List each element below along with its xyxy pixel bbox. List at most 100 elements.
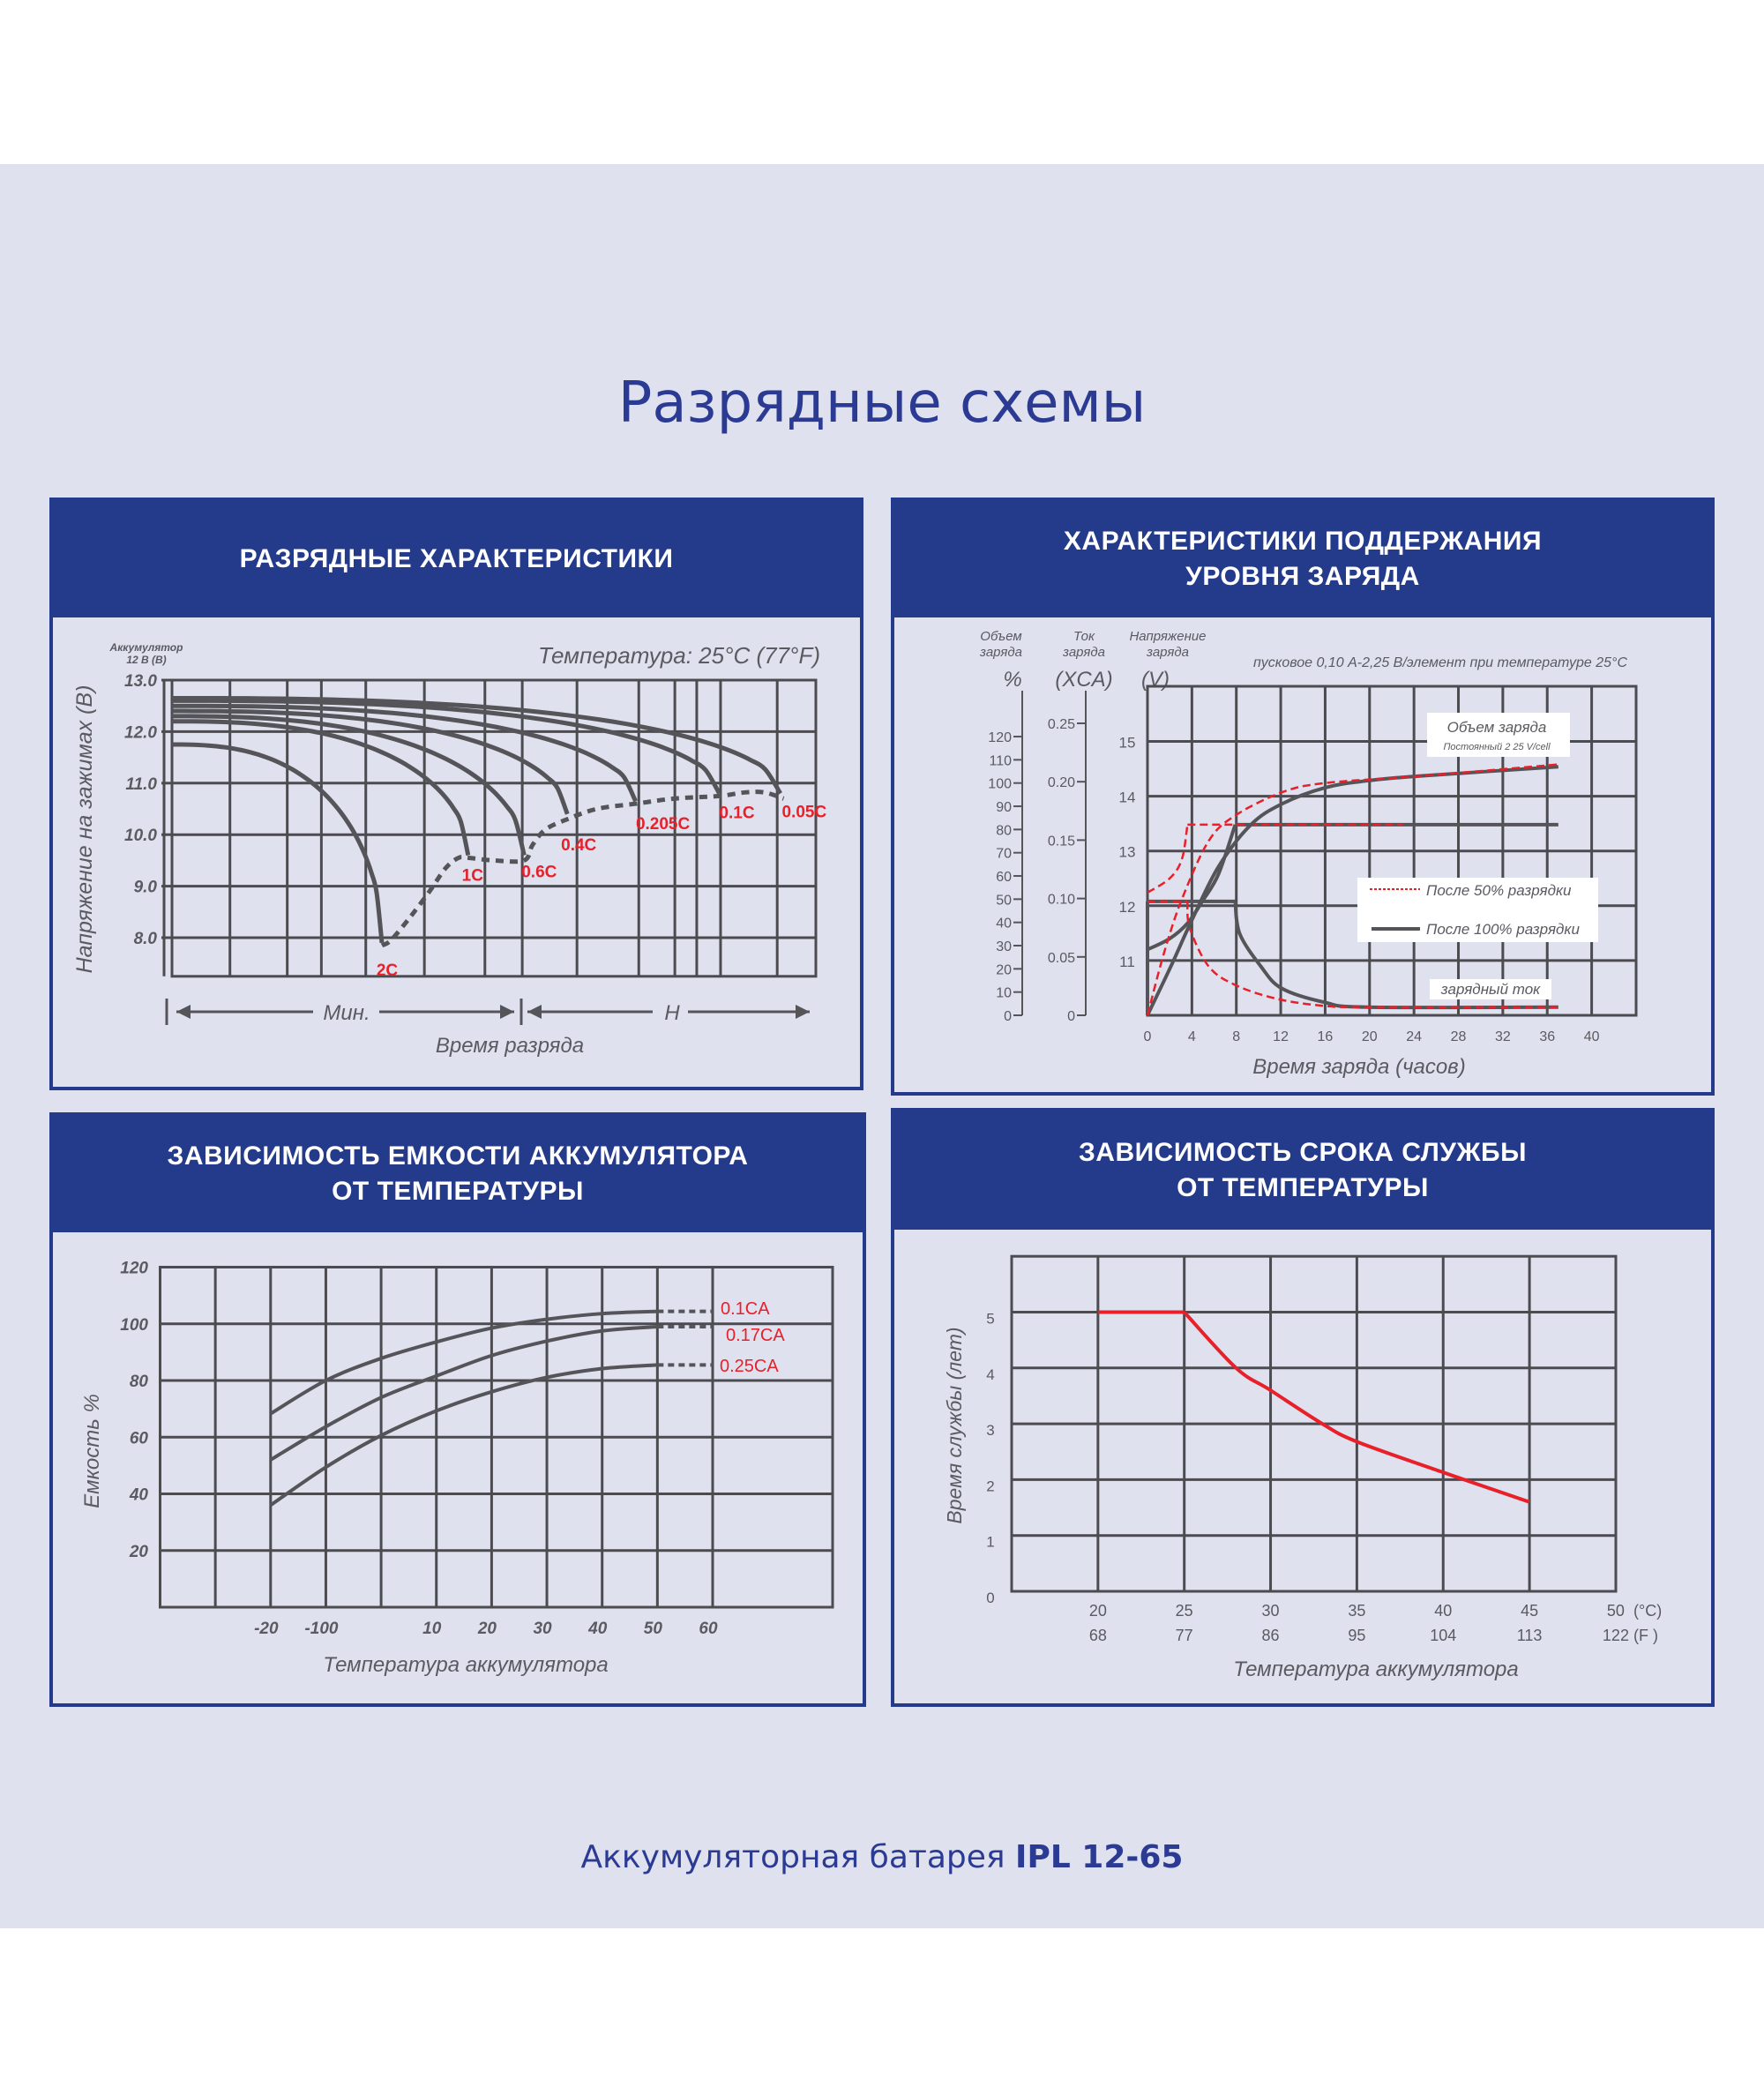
voltage-axis-title-2: заряда — [1146, 645, 1189, 660]
legend-volume-title: Объем заряда — [1447, 719, 1547, 736]
discharge-curve-1C — [171, 719, 471, 857]
y-axis-label: Емкость % — [80, 1394, 104, 1508]
percent-tick-label: 70 — [996, 847, 1012, 862]
x-range-minutes: Мин. — [323, 1001, 370, 1025]
discharge-curve-0.205C — [171, 703, 638, 803]
voltage-tick-label: 15 — [1119, 735, 1136, 752]
legend-after-100: После 100% разрядки — [1426, 921, 1580, 938]
x-tick-label-celsius: 30 — [1262, 1602, 1280, 1620]
discharge-curve-0.1C — [171, 698, 721, 795]
x-tick-label: -100 — [304, 1620, 338, 1638]
y-tick-label: 11.0 — [125, 775, 157, 794]
x-axis-label: Температура аккумулятора — [1233, 1657, 1519, 1681]
y-axis-label: Напряжение на зажимах (В) — [72, 685, 97, 974]
x-tick-label-celsius: 45 — [1521, 1602, 1538, 1620]
percent-tick-label: 120 — [988, 730, 1012, 745]
series-current_after_100 — [1233, 901, 1558, 1010]
x-axis-label: Время разряда — [436, 1034, 584, 1058]
y-tick-label: 8.0 — [134, 930, 158, 948]
x-tick-label: 24 — [1406, 1029, 1422, 1044]
percent-tick-label: 30 — [996, 939, 1012, 954]
y-tick-label: 10.0 — [124, 827, 157, 845]
footer-model: IPL 12-65 — [1015, 1839, 1184, 1875]
curve-label-0.17CA: 0.17CA — [726, 1326, 785, 1345]
panel-title-line-1: ЗАВИСИМОСТЬ СРОКА СЛУЖБЫ — [1079, 1138, 1527, 1167]
percent-axis-title-2: заряда — [979, 645, 1022, 660]
panel-title-line-2: ОТ ТЕМПЕРАТУРЫ — [332, 1177, 584, 1206]
percent-tick-label: 80 — [996, 823, 1012, 838]
percent-tick-label: 100 — [988, 777, 1012, 792]
x-range-hours: Н — [664, 1001, 680, 1025]
arrowhead-icon — [176, 1005, 191, 1019]
y-tick-label: 2 — [986, 1478, 994, 1494]
curve-label-0.05C: 0.05C — [781, 803, 826, 821]
chart-service-life: Время службы (лет) Температура аккумулят… — [943, 1254, 1662, 1681]
legend-volume-subtitle: Постоянный 2 25 V/cell — [1443, 742, 1551, 752]
y-tick-label: 5 — [986, 1311, 994, 1328]
y-tick-label: 12.0 — [124, 723, 157, 742]
footer-prefix: Аккумуляторная батарея — [580, 1839, 1016, 1875]
x-tick-label: 0 — [1144, 1029, 1152, 1044]
panel-header: ХАРАКТЕРИСТИКИ ПОДДЕРЖАНИЯ УРОВНЯ ЗАРЯДА — [894, 501, 1711, 617]
x-tick-label-celsius: 35 — [1348, 1602, 1365, 1620]
current-tick-label: 0.20 — [1048, 775, 1075, 790]
arrowhead-icon — [796, 1005, 810, 1019]
current-tick-label: 0.10 — [1048, 893, 1075, 908]
x-tick-label-fahrenheit: 95 — [1348, 1627, 1365, 1644]
series-charge_after_50 — [1146, 763, 1558, 1016]
panel-title: РАЗРЯДНЫЕ ХАРАКТЕРИСТИКИ — [239, 544, 674, 573]
percent-tick-label: 10 — [996, 986, 1012, 1001]
x-tick-label: 8 — [1232, 1029, 1240, 1044]
voltage-axis-unit: (V) — [1141, 668, 1170, 692]
x-tick-label: 4 — [1188, 1029, 1196, 1044]
x-tick-label: -20 — [254, 1620, 279, 1638]
x-tick-label-fahrenheit: 68 — [1089, 1627, 1107, 1644]
x-tick-label: 28 — [1451, 1029, 1467, 1044]
percent-tick-label: 60 — [996, 870, 1012, 885]
capacity-curve-0.17CA — [269, 1324, 658, 1462]
discharge-curve-0.4C — [171, 708, 570, 815]
curve-label-0.1CA: 0.1CA — [721, 1299, 770, 1319]
x-tick-label: 20 — [1362, 1029, 1378, 1044]
temperature-note: Температура: 25°C (77°F) — [538, 642, 820, 669]
x-tick-label: 16 — [1318, 1029, 1334, 1044]
legend-charge-volume: Объем заряда Постоянный 2 25 V/cell — [1427, 713, 1570, 757]
voltage-tick-label: 13 — [1119, 844, 1136, 861]
panel-title-line-1: ХАРАКТЕРИСТИКИ ПОДДЕРЖАНИЯ — [1063, 527, 1543, 556]
y-tick-label: 120 — [120, 1260, 148, 1278]
x-axis-label: Время заряда (часов) — [1252, 1055, 1465, 1079]
x-tick-label-celsius: 40 — [1434, 1602, 1452, 1620]
current-tick-label: 0.05 — [1048, 951, 1075, 966]
panel-title-line-2: УРОВНЯ ЗАРЯДА — [1185, 562, 1420, 591]
curve-label-0.4C: 0.4C — [561, 836, 596, 855]
charge-current-label: зарядный ток — [1440, 981, 1541, 998]
x-tick-label: 60 — [699, 1620, 718, 1638]
x-tick-label-celsius: 20 — [1089, 1602, 1107, 1620]
capacity-curve-0.1CA — [269, 1309, 658, 1416]
current-tick-label: 0.15 — [1048, 834, 1075, 849]
percent-axis-unit: % — [1003, 668, 1021, 692]
battery-voltage-label: 12 В (В) — [126, 654, 166, 666]
charge-note: пусковое 0,10 A-2,25 В/элемент при темпе… — [1253, 655, 1627, 670]
y-tick-label: 13.0 — [124, 672, 157, 691]
footer: Аккумуляторная батарея IPL 12-65 — [0, 1839, 1764, 1875]
y-tick-label: 40 — [129, 1486, 149, 1505]
x-axis-label: Температура аккумулятора — [323, 1653, 609, 1677]
current-axis-title: Ток — [1073, 629, 1095, 644]
x-tick-label: 30 — [533, 1620, 552, 1638]
percent-tick-label: 50 — [996, 893, 1012, 908]
curve-label-0.6C: 0.6C — [521, 864, 557, 882]
service-life-curve — [1183, 1311, 1530, 1504]
panel-header: РАЗРЯДНЫЕ ХАРАКТЕРИСТИКИ — [53, 501, 860, 617]
discharge-curve-0.6C — [171, 714, 527, 857]
x-tick-label-celsius: 25 — [1176, 1602, 1193, 1620]
voltage-tick-label: 12 — [1119, 899, 1136, 916]
panel-title-line-2: ОТ ТЕМПЕРАТУРЫ — [1177, 1173, 1429, 1202]
x-tick-label: 10 — [422, 1620, 442, 1638]
x-tick-label: 40 — [587, 1620, 608, 1638]
chart-discharge: Аккумулятор 12 В (В) Температура: 25°C (… — [72, 641, 826, 1058]
current-tick-label: 0.25 — [1048, 717, 1075, 732]
x-unit-celsius: (°C) — [1633, 1602, 1662, 1620]
legend-after-50: После 50% разрядки — [1426, 882, 1572, 899]
